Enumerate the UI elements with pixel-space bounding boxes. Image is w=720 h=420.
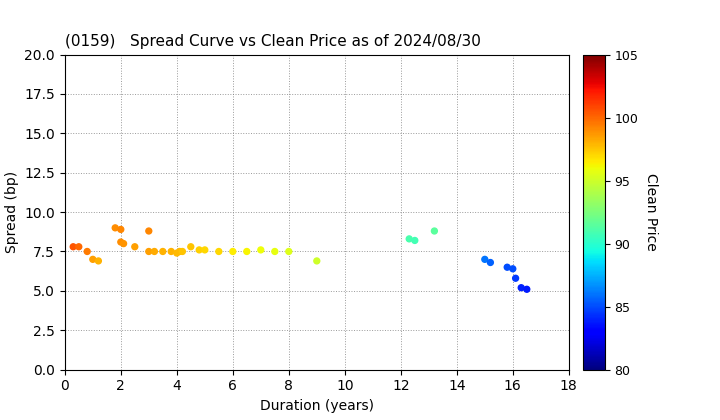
Point <box>81 248 93 255</box>
Point <box>157 248 168 255</box>
Text: (0159)   Spread Curve vs Clean Price as of 2024/08/30: (0159) Spread Curve vs Clean Price as of… <box>65 34 481 49</box>
Point <box>516 284 527 291</box>
Point <box>213 248 225 255</box>
Point <box>87 256 99 263</box>
Point <box>174 248 185 255</box>
Point <box>485 259 496 266</box>
Point <box>428 228 440 234</box>
Point <box>199 247 210 253</box>
Point <box>227 248 238 255</box>
Point <box>283 248 294 255</box>
Point <box>73 243 84 250</box>
Point <box>403 236 415 242</box>
Point <box>501 264 513 270</box>
Point <box>143 228 155 234</box>
Point <box>68 243 79 250</box>
Point <box>510 275 521 281</box>
Point <box>311 257 323 264</box>
Point <box>166 248 177 255</box>
Point <box>148 248 160 255</box>
Point <box>93 257 104 264</box>
Point <box>479 256 490 263</box>
X-axis label: Duration (years): Duration (years) <box>260 399 374 413</box>
Point <box>129 243 140 250</box>
Point <box>521 286 533 293</box>
Point <box>241 248 253 255</box>
Point <box>115 226 127 233</box>
Point <box>185 243 197 250</box>
Y-axis label: Clean Price: Clean Price <box>644 173 658 251</box>
Point <box>507 265 518 272</box>
Point <box>109 224 121 231</box>
Point <box>194 247 205 253</box>
Point <box>115 239 127 245</box>
Point <box>176 248 188 255</box>
Point <box>255 247 266 253</box>
Point <box>409 237 420 244</box>
Y-axis label: Spread (bp): Spread (bp) <box>5 171 19 253</box>
Point <box>143 248 155 255</box>
Point <box>269 248 281 255</box>
Point <box>171 249 183 256</box>
Point <box>118 240 130 247</box>
